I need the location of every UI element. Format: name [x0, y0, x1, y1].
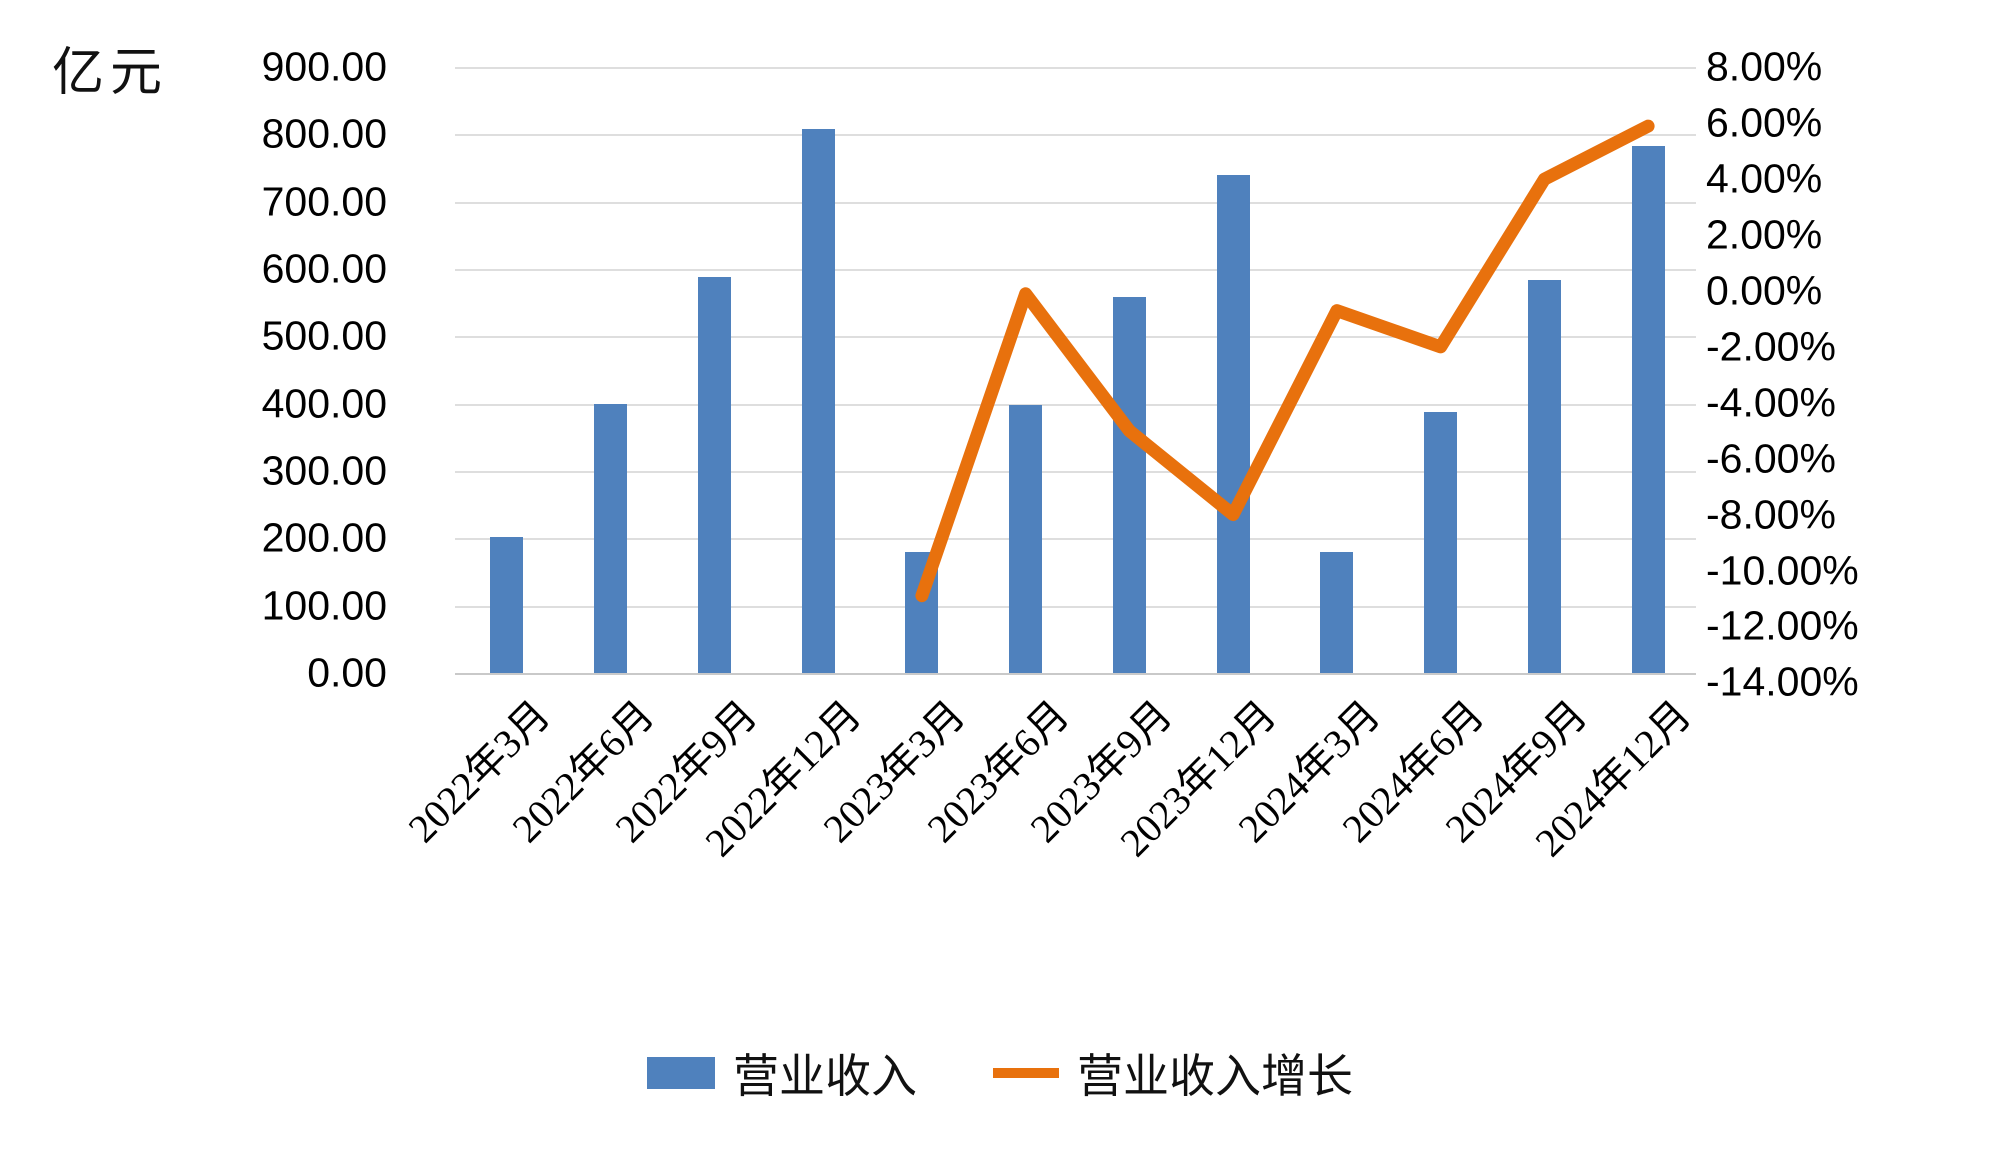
left-axis-tick: 700.00	[261, 178, 387, 225]
right-axis-tick: -2.00%	[1706, 323, 1836, 370]
right-axis-tick: -12.00%	[1706, 602, 1859, 649]
gridline-900	[455, 67, 1696, 69]
bar-2023年9月	[1113, 297, 1146, 673]
gridline-500	[455, 336, 1696, 338]
right-axis-tick: -4.00%	[1706, 379, 1836, 426]
left-axis-tick: 300.00	[261, 447, 387, 494]
right-axis-tick: -8.00%	[1706, 491, 1836, 538]
legend: 营业收入 营业收入增长	[0, 1040, 2000, 1106]
legend-item-growth: 营业收入增长	[993, 1040, 1353, 1106]
y-axis-title: 亿元	[52, 45, 169, 102]
bar-2024年6月	[1424, 412, 1457, 673]
gridline-600	[455, 269, 1696, 271]
gridline-200	[455, 538, 1696, 540]
right-axis-tick: -10.00%	[1706, 547, 1859, 594]
legend-label-growth: 营业收入增长	[1077, 1051, 1353, 1102]
gridline-800	[455, 134, 1696, 136]
right-axis-tick: 2.00%	[1706, 211, 1823, 258]
gridline-700	[455, 202, 1696, 204]
right-axis-tick: 0.00%	[1706, 267, 1823, 314]
legend-item-revenue: 营业收入	[647, 1040, 917, 1106]
right-axis-tick: 8.00%	[1706, 43, 1823, 90]
bar-2022年12月	[802, 129, 835, 673]
left-axis-tick: 200.00	[261, 514, 387, 561]
left-axis-tick: 800.00	[261, 110, 387, 157]
left-axis-tick: 100.00	[261, 582, 387, 629]
right-axis-tick: 4.00%	[1706, 155, 1823, 202]
left-axis-tick: 600.00	[261, 245, 387, 292]
bar-2022年9月	[698, 277, 731, 673]
bar-2022年3月	[490, 537, 523, 673]
left-axis-tick: 500.00	[261, 312, 387, 359]
gridline-300	[455, 471, 1696, 473]
left-axis-tick: 0.00	[307, 649, 387, 696]
growth-line-swatch-icon	[993, 1068, 1059, 1078]
left-axis-tick: 400.00	[261, 380, 387, 427]
revenue-bar-swatch-icon	[647, 1057, 715, 1089]
bar-2022年6月	[594, 404, 627, 673]
bar-2024年12月	[1632, 146, 1665, 673]
gridline-100	[455, 606, 1696, 608]
bar-2023年12月	[1217, 175, 1250, 673]
left-axis-tick: 900.00	[261, 43, 387, 90]
right-axis-tick: -6.00%	[1706, 435, 1836, 482]
bar-2024年9月	[1528, 280, 1561, 673]
bar-2024年3月	[1320, 552, 1353, 673]
gridline-400	[455, 404, 1696, 406]
gridline-0	[455, 673, 1696, 675]
right-axis-tick: 6.00%	[1706, 99, 1823, 146]
right-axis-tick: -14.00%	[1706, 658, 1859, 705]
bar-2023年6月	[1009, 405, 1042, 673]
growth-line	[915, 119, 1655, 603]
legend-label-revenue: 营业收入	[733, 1051, 917, 1102]
